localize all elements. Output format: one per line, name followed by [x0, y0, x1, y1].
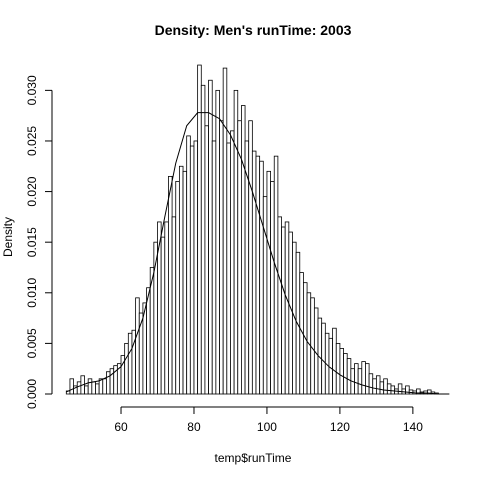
histogram-bar: [215, 89, 220, 395]
histogram-bar: [69, 378, 74, 395]
histogram-bar: [251, 150, 257, 395]
histogram-bar: [160, 236, 166, 395]
x-tick-label: 120: [330, 420, 350, 434]
histogram-bar: [372, 378, 377, 395]
histogram-bar: [292, 241, 297, 395]
histogram-bar: [383, 378, 388, 395]
histogram-bar: [346, 358, 352, 395]
histogram-bar: [386, 383, 392, 395]
histogram-bar: [339, 348, 344, 395]
histogram-bar: [230, 130, 235, 395]
histogram-bar: [146, 287, 151, 395]
histogram-bar: [328, 337, 334, 395]
y-tick-label: 0.005: [25, 328, 39, 358]
histogram-bar: [281, 226, 286, 395]
histogram-bar: [354, 363, 359, 395]
histogram-bars: [65, 64, 439, 395]
x-tick-label: 140: [403, 420, 423, 434]
histogram-bar: [248, 120, 253, 395]
histogram-bar: [168, 175, 173, 395]
histogram-bar: [124, 342, 129, 395]
y-tick-label: 0.020: [25, 176, 39, 206]
histogram-bar: [233, 89, 239, 395]
y-tick-label: 0.000: [25, 379, 39, 409]
histogram-bar: [164, 221, 169, 395]
histogram-bar: [106, 371, 111, 395]
histogram-bar: [178, 165, 184, 395]
histogram-bar: [343, 353, 348, 395]
histogram-bar: [204, 125, 209, 395]
histogram-bar: [138, 312, 144, 395]
y-tick-label: 0.010: [25, 277, 39, 307]
histogram-bar: [109, 368, 115, 395]
histogram-bar: [321, 322, 326, 395]
histogram-bar: [335, 342, 341, 395]
y-axis: 0.000 0.005 0.010 0.015 0.020 0.025 0.030: [25, 75, 53, 409]
histogram-bar: [102, 378, 107, 395]
histogram-bar: [259, 160, 264, 395]
chart-title: Density: Men's runTime: 2003: [155, 22, 352, 38]
histogram-bar: [84, 385, 89, 395]
histogram-bar: [368, 373, 374, 395]
x-tick-label: 60: [114, 420, 128, 434]
histogram-bar: [237, 120, 242, 395]
histogram-bar: [357, 368, 363, 395]
histogram-bar: [226, 142, 231, 395]
histogram-bar: [405, 385, 410, 395]
histogram-bar: [76, 381, 82, 395]
histogram-bar: [197, 64, 202, 395]
histogram-bar: [390, 385, 396, 395]
histogram-bar: [182, 170, 188, 395]
histogram-bar: [95, 383, 100, 395]
histogram-bar: [135, 297, 140, 395]
histogram-bar: [87, 378, 93, 395]
histogram-bar: [171, 216, 177, 395]
histogram-bar: [284, 221, 290, 395]
y-tick-label: 0.025: [25, 126, 39, 156]
histogram-bar: [361, 361, 366, 395]
histogram-bar: [277, 216, 282, 395]
histogram-bar: [423, 390, 428, 395]
histogram-bar: [186, 135, 191, 395]
histogram-bar: [175, 181, 180, 395]
y-tick-label: 0.015: [25, 227, 39, 257]
histogram-bar: [157, 221, 162, 395]
x-axis-label: temp$runTime: [215, 451, 292, 465]
x-axis: 60 80 100 120 140: [114, 406, 423, 434]
histogram-bar: [365, 363, 370, 395]
histogram-bar: [332, 327, 337, 395]
histogram-bar: [211, 140, 217, 395]
histogram-bar: [189, 145, 195, 395]
density-curve: [66, 112, 450, 395]
histogram-bar: [379, 381, 385, 395]
histogram-bar: [397, 383, 403, 395]
histogram-bar: [200, 84, 206, 395]
y-axis-label: Density: [1, 217, 15, 257]
histogram-bar: [255, 155, 261, 395]
histogram-bar: [270, 181, 275, 395]
histogram-bar: [91, 381, 96, 395]
histogram-bar: [288, 231, 293, 395]
x-tick-label: 80: [187, 420, 201, 434]
histogram-bar: [241, 105, 246, 395]
histogram-bar: [219, 120, 224, 395]
histogram-bar: [266, 170, 271, 395]
histogram-bar: [416, 388, 421, 395]
histogram-bar: [375, 375, 381, 395]
histogram-bar: [310, 297, 315, 395]
histogram-bar: [273, 155, 279, 395]
histogram-bar: [127, 332, 133, 395]
x-tick-label: 100: [257, 420, 277, 434]
histogram-bar: [222, 67, 228, 395]
histogram-bar: [193, 140, 199, 395]
y-tick-label: 0.030: [25, 75, 39, 105]
histogram-bar: [262, 196, 268, 395]
histogram-bar: [208, 79, 213, 395]
